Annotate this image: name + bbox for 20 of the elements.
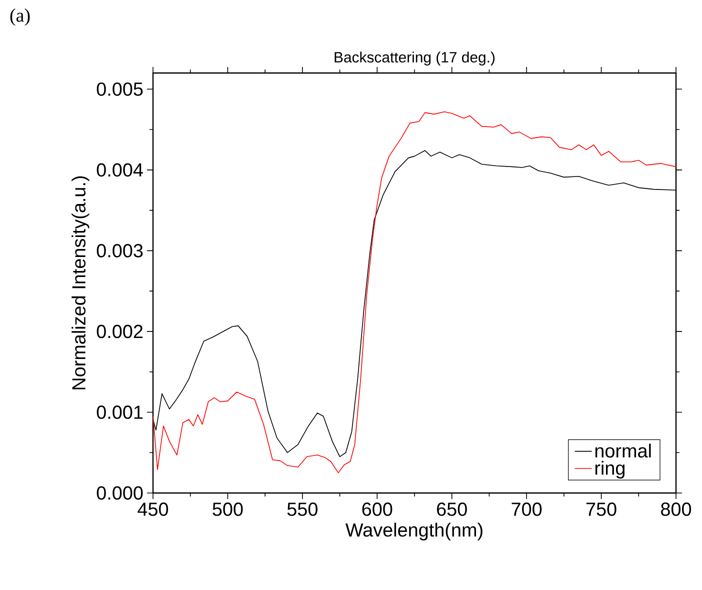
x-tick-label: 550 bbox=[287, 502, 318, 516]
x-tick-label: 450 bbox=[138, 502, 168, 516]
y-tick-label: 0.004 bbox=[96, 163, 143, 177]
y-tick-label: 0.000 bbox=[96, 486, 143, 500]
x-tick-label: 650 bbox=[437, 502, 467, 516]
x-tick-label: 600 bbox=[362, 502, 392, 516]
x-tick-label: 500 bbox=[212, 502, 243, 516]
y-tick-label: 0.003 bbox=[96, 244, 143, 258]
y-tick-label: 0.001 bbox=[96, 406, 143, 419]
y-tick-label: 0.005 bbox=[96, 82, 143, 96]
legend-label: ring bbox=[595, 460, 624, 479]
legend-label: normal bbox=[595, 444, 651, 458]
y-tick-label: 0.002 bbox=[96, 324, 143, 338]
text: (a) bbox=[10, 8, 30, 26]
x-tick-label: 800 bbox=[661, 502, 692, 516]
x-tick-label: 700 bbox=[512, 502, 542, 516]
chart-title: Backscattering (17 deg.) bbox=[334, 52, 495, 66]
x-axis-title: Wavelength(nm) bbox=[346, 522, 482, 540]
x-tick-label: 750 bbox=[586, 502, 616, 516]
y-axis-title: Normalized Intensity(a.u.) bbox=[72, 176, 90, 390]
